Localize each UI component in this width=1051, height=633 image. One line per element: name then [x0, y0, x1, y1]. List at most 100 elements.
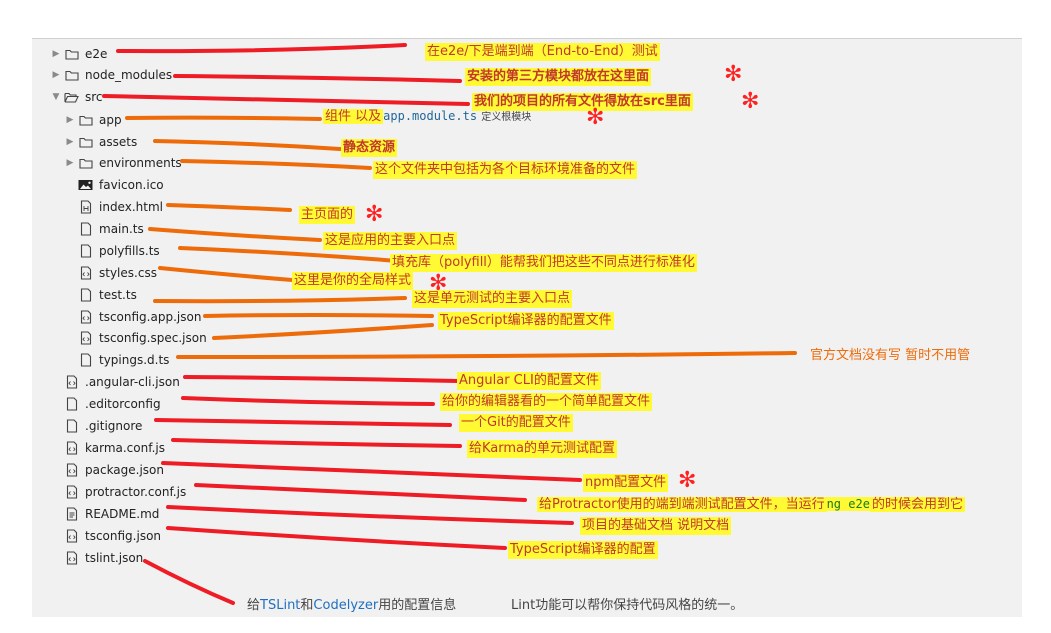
- note-protractor-code: ng e2e: [826, 497, 870, 511]
- collapsed-chevron-icon[interactable]: ▶: [66, 158, 74, 168]
- stroke-editorconfig: [181, 396, 435, 406]
- code-file-icon: [78, 309, 93, 325]
- tree-item-favicon-ico[interactable]: favicon.ico: [64, 175, 164, 195]
- tree-item-test-ts[interactable]: test.ts: [64, 285, 137, 305]
- tree-item-src[interactable]: ▼ src: [50, 87, 103, 107]
- tree-item-node-modules[interactable]: ▶ node_modules: [50, 65, 173, 85]
- tree-item-protractor-conf-js[interactable]: protractor.conf.js: [50, 482, 186, 502]
- tree-item-tsconfig-json[interactable]: tsconfig.json: [50, 526, 161, 546]
- tree-item-gitignore[interactable]: .gitignore: [50, 416, 142, 436]
- tree-item-karma-conf-js[interactable]: karma.conf.js: [50, 438, 165, 458]
- star-styles: ✻: [429, 271, 448, 296]
- code-file-icon: [64, 462, 79, 478]
- tree-item-label: typings.d.ts: [99, 353, 170, 367]
- note-tslint-and: 和: [300, 598, 314, 613]
- note-typings: 官方文档没有写 暂时不用管: [810, 348, 971, 363]
- tree-item-app[interactable]: ▶ app: [64, 110, 122, 130]
- note-tslint-word1: TSLint: [260, 598, 301, 613]
- tree-item-label: main.ts: [99, 222, 144, 236]
- folder-icon: [78, 134, 93, 150]
- stroke-tsconfig-json: [166, 526, 507, 550]
- expanded-chevron-icon[interactable]: ▼: [52, 92, 60, 102]
- stroke-node-modules: [173, 74, 462, 83]
- note-tslint-give: 给: [247, 598, 261, 613]
- note-polyfills: 填充库（polyfill）能帮我们把这些不同点进行标准化: [390, 254, 697, 272]
- stroke-readme: [166, 505, 574, 525]
- stroke-styles: [158, 266, 294, 282]
- tree-item-angular-cli-json[interactable]: .angular-cli.json: [50, 372, 180, 392]
- code-file-icon: [78, 265, 93, 281]
- code-file-icon: [78, 330, 93, 346]
- tree-item-readme-md[interactable]: README.md: [50, 504, 159, 524]
- note-app-prefix: 组件 以及: [323, 109, 384, 124]
- tree-item-main-ts[interactable]: main.ts: [64, 219, 144, 239]
- folder-icon: [78, 112, 93, 128]
- tree-item-typings-d-ts[interactable]: typings.d.ts: [64, 350, 169, 370]
- note-protractor-suffix: 的时候会用到它: [869, 497, 965, 512]
- tree-item-polyfills-ts[interactable]: polyfills.ts: [64, 241, 160, 261]
- note-protractor: 给Protractor使用的端到端测试配置文件，当运行 ng e2e 的时候会用到它: [537, 495, 965, 513]
- collapsed-chevron-icon[interactable]: ▶: [66, 137, 74, 147]
- note-assets: 静态资源: [341, 139, 398, 157]
- stroke-index-html: [166, 203, 292, 212]
- folder-open-icon: [64, 89, 79, 105]
- code-file-icon: [64, 484, 79, 500]
- folder-icon: [64, 67, 79, 83]
- tree-item-package-json[interactable]: package.json: [50, 460, 164, 480]
- tree-item-label: node_modules: [85, 68, 173, 82]
- collapsed-chevron-icon[interactable]: ▶: [52, 70, 60, 80]
- stroke-tsconfig-app: [203, 313, 434, 318]
- stroke-environments: [180, 159, 372, 170]
- tree-item-editorconfig[interactable]: .editorconfig: [50, 394, 161, 414]
- tree-item-label: tsconfig.spec.json: [99, 331, 207, 345]
- tree-item-label: README.md: [85, 507, 160, 521]
- tree-item-environments[interactable]: ▶ environments: [64, 153, 182, 173]
- tree-item-label: tslint.json: [85, 551, 144, 565]
- collapsed-chevron-icon[interactable]: ▶: [52, 49, 60, 59]
- note-main-ts: 这是应用的主要入口点: [323, 232, 458, 250]
- file-icon: [64, 396, 79, 412]
- tree-item-label: favicon.ico: [99, 178, 164, 192]
- stroke-gitignore: [154, 418, 452, 427]
- tree-item-label: polyfills.ts: [99, 244, 160, 258]
- note-tslint-tail: 用的配置信息: [378, 598, 457, 613]
- code-file-icon: [64, 440, 79, 456]
- file-icon: [78, 352, 93, 368]
- tree-item-label: .gitignore: [85, 419, 143, 433]
- code-file-icon: [64, 550, 79, 566]
- tree-item-styles-css[interactable]: styles.css: [64, 263, 157, 283]
- note-index-html: 主页面的: [299, 206, 356, 224]
- note-lint: Lint功能可以帮你保持代码风格的统一。: [511, 598, 744, 613]
- stroke-e2e: [116, 43, 407, 54]
- code-file-icon: [64, 528, 79, 544]
- note-app: 组件 以及 app.module.ts 定义根模块: [323, 107, 531, 125]
- tree-item-tslint-json[interactable]: tslint.json: [50, 548, 143, 568]
- tree-item-label: e2e: [85, 47, 108, 61]
- note-angular-cli: Angular CLI的配置文件: [457, 372, 601, 390]
- note-protractor-prefix: 给Protractor使用的端到端测试配置文件，当运行: [537, 497, 827, 512]
- tree-item-e2e[interactable]: ▶ e2e: [50, 44, 108, 64]
- stroke-karma: [171, 438, 462, 448]
- note-tsconfig-app: TypeScript编译器的配置文件: [438, 312, 614, 330]
- tree-item-label: .angular-cli.json: [85, 375, 180, 389]
- note-src: 我们的项目的所有文件得放在src里面: [472, 93, 693, 111]
- tree-item-assets[interactable]: ▶ assets: [64, 132, 138, 152]
- tree-item-tsconfig-spec-json[interactable]: tsconfig.spec.json: [64, 328, 207, 348]
- note-package-json: npm配置文件: [583, 474, 669, 492]
- tree-item-index-html[interactable]: index.html: [64, 197, 163, 217]
- note-tsconfig-json: TypeScript编译器的配置: [508, 541, 658, 559]
- note-editorconfig: 给你的编辑器看的一个简单配置文件: [440, 393, 653, 411]
- collapsed-chevron-icon[interactable]: ▶: [66, 115, 74, 125]
- note-styles: 这里是你的全局样式: [292, 272, 414, 290]
- star-package-json: ✻: [678, 468, 697, 493]
- folder-icon: [64, 46, 79, 62]
- tree-item-label: protractor.conf.js: [85, 485, 187, 499]
- note-tslint-word2: Codelyzer: [313, 598, 379, 613]
- tree-item-tsconfig-app-json[interactable]: tsconfig.app.json: [64, 307, 201, 327]
- stroke-angular-cli: [183, 375, 460, 383]
- note-e2e: 在e2e/下是端到端（End-to-End）测试: [425, 43, 660, 61]
- tree-item-label: app: [99, 113, 122, 127]
- tree-item-label: environments: [99, 156, 182, 170]
- html-file-icon: [78, 199, 93, 215]
- tree-item-label: assets: [99, 135, 138, 149]
